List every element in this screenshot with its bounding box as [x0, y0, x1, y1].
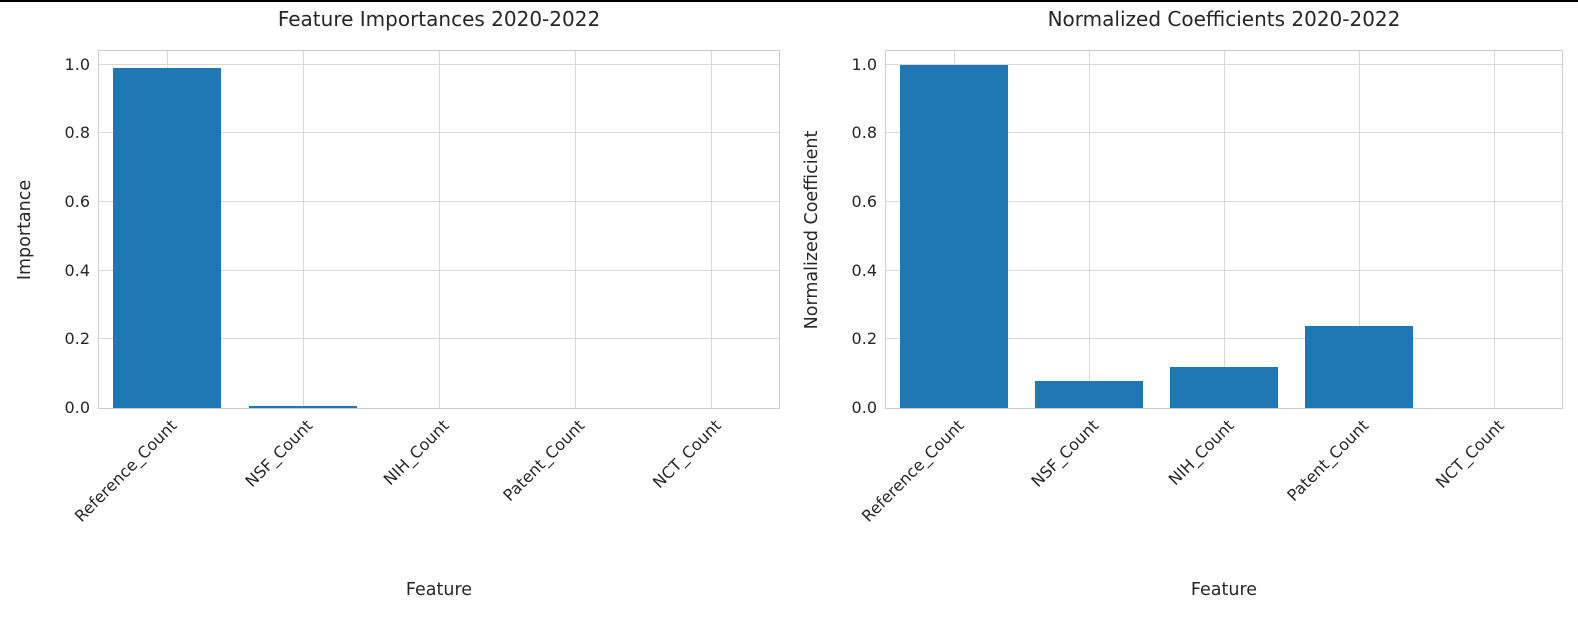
x-tick-label: NSF_Count — [241, 416, 317, 491]
y-tick-label: 0.0 — [851, 398, 877, 417]
y-tick-label: 0.8 — [851, 123, 877, 143]
bar-reference_count — [112, 68, 222, 408]
bar-nsf_count — [248, 405, 358, 408]
y-tick-label: 0.6 — [64, 192, 90, 212]
right-x-axis-label: Feature — [1190, 580, 1258, 600]
v-gridline — [711, 51, 712, 408]
v-gridline — [303, 51, 304, 408]
v-gridline — [1088, 51, 1090, 408]
x-tick-label: Reference_Count — [857, 416, 968, 526]
bar-nsf_count — [1034, 380, 1143, 408]
left-x-axis-label: Feature — [405, 580, 473, 600]
y-tick-label: 0.4 — [64, 260, 90, 280]
v-gridline — [1359, 51, 1361, 408]
x-tick-label: NCT_Count — [1431, 416, 1508, 492]
y-tick-label: 0.6 — [851, 192, 877, 212]
right-y-axis-label: Normalized Coefficient — [802, 130, 822, 329]
y-tick-label: 0.8 — [64, 123, 90, 143]
x-tick-label: Reference_Count — [70, 416, 181, 526]
y-tick-label: 0.2 — [64, 329, 90, 349]
v-gridline — [1494, 51, 1496, 408]
y-tick-label: 0.0 — [64, 398, 90, 417]
right-subplot: Normalized Coefficients 2020-2022 Normal… — [802, 7, 1563, 600]
right-chart-title: Normalized Coefficients 2020-2022 — [1047, 7, 1401, 31]
screenshot-top-border — [0, 0, 1578, 2]
y-tick-label: 1.0 — [851, 54, 877, 74]
bar-nih_count — [1169, 366, 1279, 408]
x-tick-label: NCT_Count — [648, 416, 725, 492]
bar-patent_count — [1305, 325, 1414, 408]
x-tick-label: Patent_Count — [1283, 416, 1373, 505]
v-gridline — [575, 51, 576, 408]
x-tick-label: NIH_Count — [379, 416, 453, 489]
bar-reference_count — [899, 64, 1008, 408]
x-tick-label: Patent_Count — [499, 416, 589, 505]
x-tick-label: NSF_Count — [1027, 416, 1103, 491]
y-tick-label: 0.4 — [851, 260, 877, 280]
y-tick-label: 0.2 — [851, 329, 877, 349]
v-gridline — [1224, 51, 1225, 408]
left-subplot: Feature Importances 2020-2022 Importance… — [15, 7, 780, 600]
v-gridline — [439, 51, 440, 408]
left-y-axis-label: Importance — [15, 179, 35, 280]
x-tick-label: NIH_Count — [1164, 416, 1238, 489]
y-tick-label: 1.0 — [64, 54, 90, 74]
left-chart-title: Feature Importances 2020-2022 — [277, 7, 601, 31]
